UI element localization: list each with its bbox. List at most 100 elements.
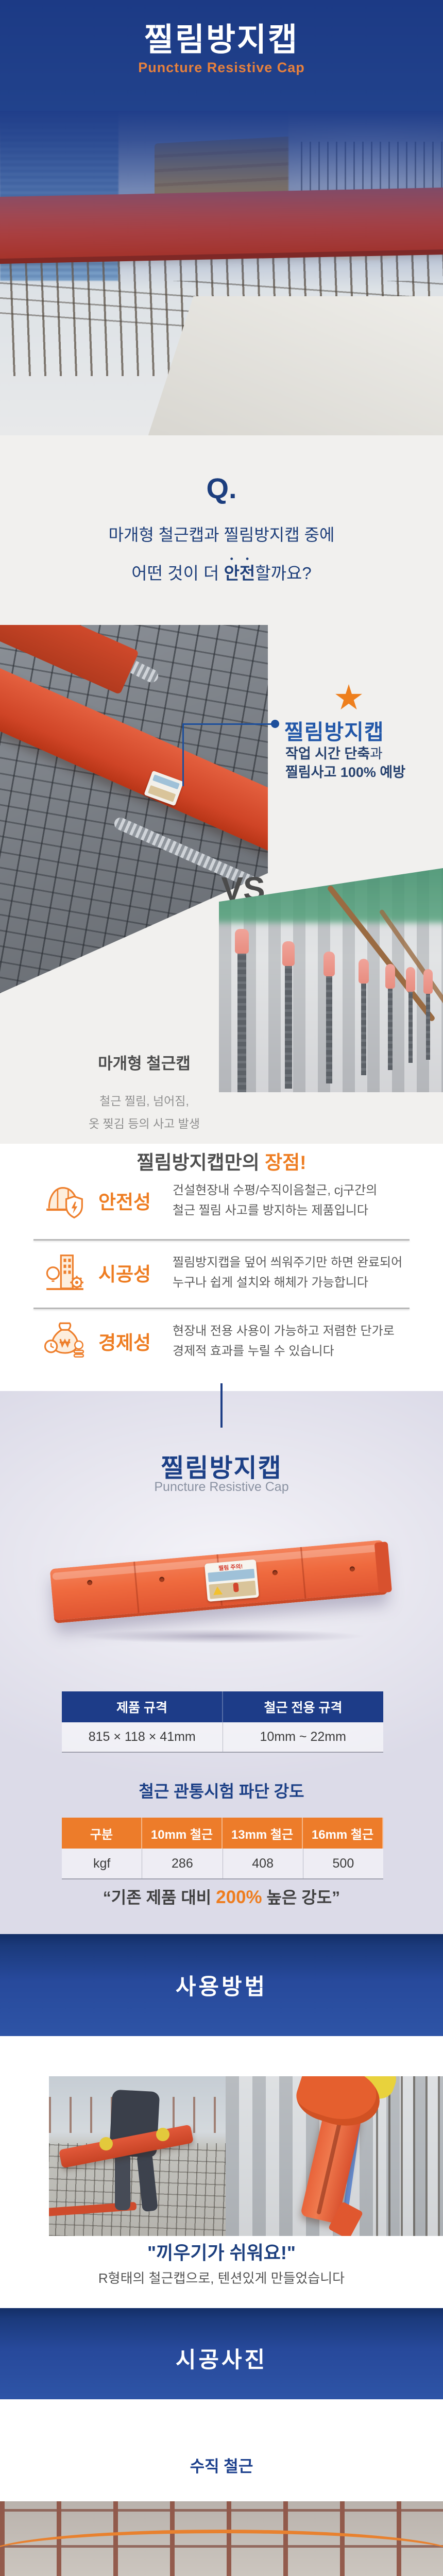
page-title: 찔림방지캡	[144, 22, 299, 58]
strength-value-cell: 286	[142, 1849, 223, 1878]
product-subtitle: Puncture Resistive Cap	[154, 1480, 289, 1494]
pink-capped-rebar	[406, 967, 415, 1063]
advantage-row-economy: 경제성 현장내 전용 사용이 가능하고 저렴한 단가로 경제적 효과를 누릴 수…	[44, 1316, 404, 1366]
advantage-text: 건설현장내 수평/수직이음철근, cj구간의 철근 찔림 사고를 방지하는 제품…	[163, 1180, 377, 1221]
gallery-caption-vertical-rebar: 수직 철근	[0, 2399, 443, 2501]
strength-value-cell: 408	[223, 1849, 303, 1878]
loser-product-name: 마개형 철근캡	[98, 1055, 191, 1073]
advantage-text-line2: 철근 찔림 사고를 방지하는 제품입니다	[173, 1204, 368, 1217]
product-shadow	[77, 1629, 366, 1643]
winner-benefit-line2-text: 찔림사고 100% 예방	[285, 765, 406, 780]
advantage-text: 현장내 전용 사용이 가능하고 저렴한 단가로 경제적 효과를 누릴 수 있습니…	[163, 1321, 395, 1361]
winner-benefit-rest: 과	[370, 746, 383, 761]
strength-quote-pre: “기존 제품 대비	[103, 1888, 216, 1907]
usage-photo-carry	[49, 2076, 226, 2236]
usage-description: R형태의 철근캡으로, 텐션있게 만들었습니다	[98, 2270, 345, 2286]
divider	[33, 1308, 410, 1309]
strength-value-cell: 500	[332, 1856, 354, 1871]
spec-header-cell: 철근 전용 규격	[264, 1701, 343, 1715]
winner-benefit-line1: 작업 시간 단축과	[285, 744, 405, 763]
question-label: Q.	[206, 472, 237, 504]
winner-benefits: 작업 시간 단축과 찔림사고 100% 예방	[285, 744, 405, 782]
advantage-label: 시공성	[98, 1264, 151, 1285]
strength-header-cell: 10mm 철근	[142, 1818, 223, 1849]
winner-benefit-strong: 작업 시간 단축	[285, 746, 370, 761]
loser-drawbacks: 철근 찔림, 넘어짐, 옷 찢김 등의 사고 발생	[31, 1090, 258, 1135]
divider	[33, 1239, 410, 1241]
advantage-label: 경제성	[98, 1332, 151, 1353]
gallery-title: 시공사진	[175, 2348, 268, 2372]
advantage-row-constructability: 시공성 찔림방지캡을 덮어 씌워주기만 하면 완료되어 누구나 쉽게 설치와 해…	[44, 1248, 404, 1297]
advantage-text-line1: 건설현장내 수평/수직이음철근, cj구간의	[173, 1183, 378, 1197]
page-subtitle: Puncture Resistive Cap	[138, 60, 305, 75]
advantage-text-line2: 누구나 쉽게 설치와 해체가 가능합니다	[173, 1276, 368, 1290]
loser-drawback-line2: 옷 찢김 등의 사고 발생	[88, 1117, 200, 1130]
advantages-title-pre: 찔림방지캡만의	[137, 1152, 265, 1173]
plug-cap-photo	[219, 868, 443, 1092]
spec-header-cell: 제품 규격	[62, 1691, 223, 1722]
advantages-title: 찔림방지캡만의 장점!	[0, 1147, 443, 1175]
question-section: Q. 마개형 철근캡과 찔림방지캡 중에 어떤 것이 더 안전할까요?	[0, 435, 443, 625]
star-icon	[335, 684, 362, 710]
strength-test-title: 철근 관통시험 파단 강도	[139, 1782, 304, 1801]
strength-table-row: kgf 286 408 500	[62, 1849, 383, 1879]
advantage-text: 찔림방지캡을 덮어 씌워주기만 하면 완료되어 누구나 쉽게 설치와 해체가 가…	[163, 1252, 402, 1293]
spec-table-header: 제품 규격 철근 전용 규격	[62, 1691, 383, 1722]
question-line2-post: 할까요?	[255, 564, 312, 583]
cap-hole	[272, 1570, 278, 1575]
sticker-figure	[233, 1582, 239, 1592]
question-line1: 마개형 철근캡과 찔림방지캡 중에	[108, 526, 335, 544]
advantage-text-line2: 경제적 효과를 누릴 수 있습니다	[173, 1344, 334, 1358]
cap-hole	[159, 1577, 165, 1583]
strength-table-header: 구분 10mm 철근 13mm 철근 16mm 철근	[62, 1818, 383, 1849]
strength-quote: “기존 제품 대비 200% 높은 강도”	[0, 1885, 443, 1908]
spec-table-row: 815 × 118 × 41mm 10mm ~ 22mm	[62, 1722, 383, 1753]
question-emphasis: 안전	[224, 564, 255, 583]
product-cap-bar: 찔림 주의!	[49, 1539, 393, 1624]
question-line2: 어떤 것이 더 안전할까요?	[0, 554, 443, 584]
usage-section: "끼우기가 쉬워요!" R형태의 철근캡으로, 텐션있게 만들었습니다	[0, 2036, 443, 2308]
strength-table: 구분 10mm 철근 13mm 철근 16mm 철근 kgf 286 408 5…	[62, 1818, 383, 1879]
cap-hole	[87, 1580, 93, 1586]
usage-quote: "끼우기가 쉬워요!"	[147, 2242, 296, 2263]
worker-glove	[156, 2128, 169, 2141]
strength-quote-accent: 200%	[216, 1887, 262, 1907]
warning-sticker: 찔림 주의!	[204, 1559, 259, 1602]
strength-header-cell: 구분	[62, 1818, 142, 1849]
advantages-section: 찔림방지캡만의 장점! 안전성 건설현장내 수평/수직이음철근, cj구간의 철…	[0, 1144, 443, 1391]
spec-table: 제품 규격 철근 전용 규격 815 × 118 × 41mm 10mm ~ 2…	[62, 1691, 383, 1753]
winner-benefit-line2: 찔림사고 100% 예방	[285, 763, 405, 782]
pink-capped-rebar	[359, 959, 369, 1075]
sticker-warning-triangle	[212, 1586, 223, 1596]
pink-capped-rebar	[235, 929, 249, 1092]
cap-topview-photo	[0, 625, 268, 993]
usage-band: 사용방법	[0, 1934, 443, 2036]
advantage-label: 안전성	[98, 1192, 151, 1213]
orange-safety-ribbon	[0, 2530, 443, 2576]
callout-connector-vertical	[182, 723, 184, 786]
hero-photo	[0, 111, 443, 435]
strength-quote-post: 높은 강도”	[262, 1888, 340, 1907]
gallery-band: 시공사진	[0, 2308, 443, 2399]
gallery-photo-vertical-rebar	[0, 2501, 443, 2576]
comparison-section: 찔림방지캡 작업 시간 단축과 찔림사고 100% 예방 VS 마개형 철근캡 …	[0, 625, 443, 1144]
section-connector-line	[220, 1383, 223, 1428]
spec-value-cell: 10mm ~ 22mm	[260, 1730, 346, 1744]
advantage-text-line1: 현장내 전용 사용이 가능하고 저렴한 단가로	[173, 1324, 395, 1338]
cap-hole	[349, 1566, 355, 1572]
pink-capped-rebar	[282, 941, 295, 1089]
worker-glove	[99, 2137, 113, 2150]
hero-blue-overlay	[0, 111, 443, 435]
helmet-shield-icon	[44, 1179, 86, 1222]
money-bag-icon	[44, 1320, 86, 1362]
winner-product-name: 찔림방지캡	[284, 720, 384, 744]
pink-capped-rebar	[423, 969, 433, 1060]
product-section: 찔림방지캡 Puncture Resistive Cap 찔림 주의!	[0, 1383, 443, 1934]
building-tools-icon	[44, 1251, 86, 1294]
advantages-title-accent: 장점!	[265, 1152, 306, 1173]
product-title: 찔림방지캡	[161, 1454, 282, 1482]
pink-capped-rebar	[323, 952, 335, 1083]
usage-photo-insert	[226, 2076, 443, 2236]
question-line2-pre: 어떤 것이 더	[131, 564, 224, 583]
